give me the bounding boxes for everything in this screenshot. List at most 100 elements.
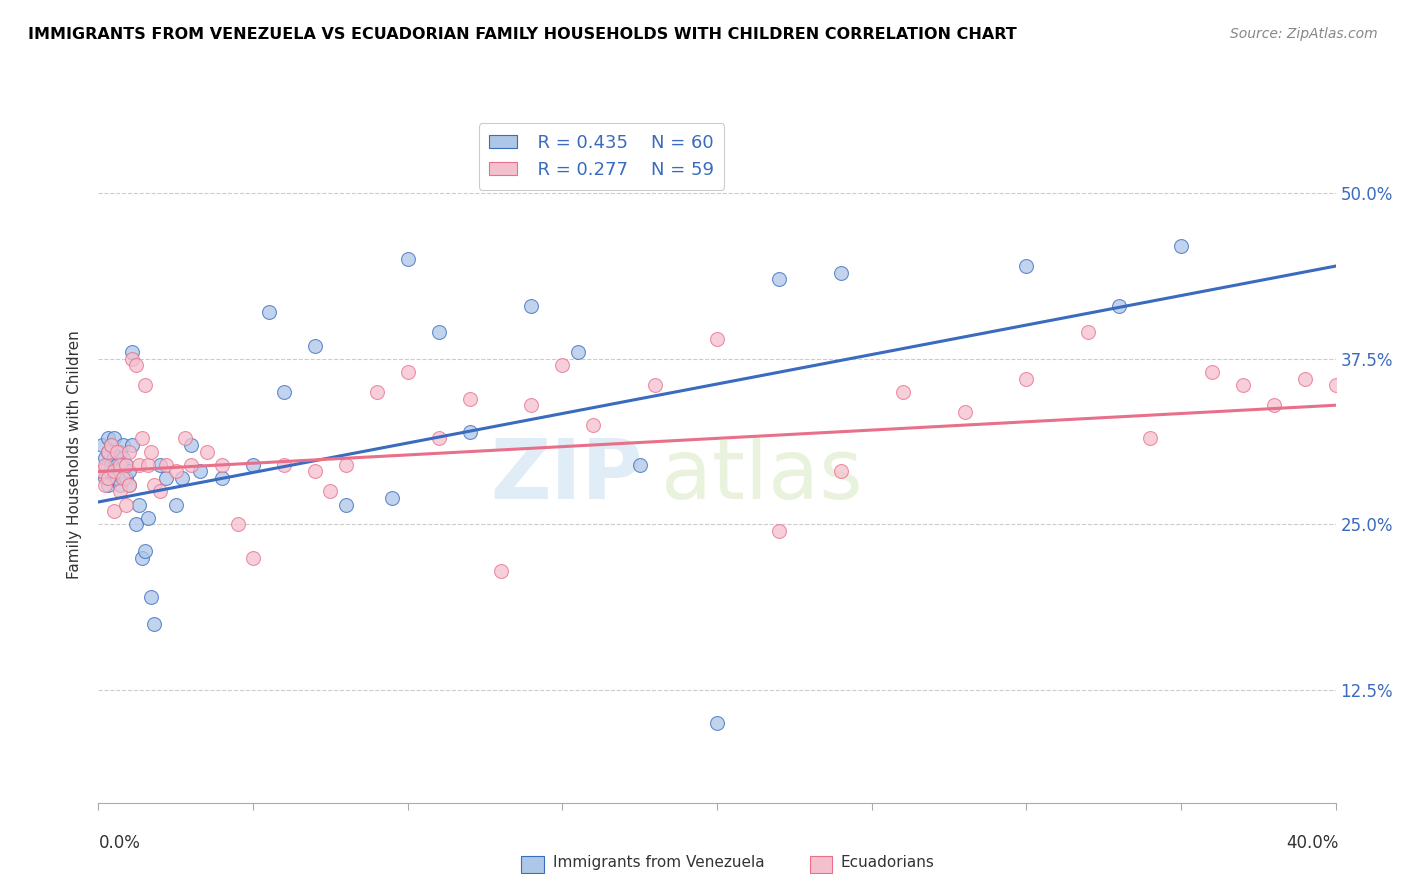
- Point: [427, 431, 450, 445]
- Point: [93, 458, 115, 472]
- Point: [112, 438, 135, 452]
- Point: [180, 458, 202, 472]
- Point: [1201, 365, 1223, 379]
- Legend:   R = 0.435    N = 60,   R = 0.277    N = 59: R = 0.435 N = 60, R = 0.277 N = 59: [478, 123, 724, 190]
- Point: [131, 550, 153, 565]
- Point: [190, 465, 212, 479]
- Point: [242, 458, 264, 472]
- Point: [304, 465, 326, 479]
- Point: [706, 332, 728, 346]
- Point: [396, 365, 419, 379]
- Point: [143, 477, 166, 491]
- Point: [124, 517, 146, 532]
- Point: [427, 326, 450, 340]
- Point: [149, 458, 172, 472]
- Text: atlas: atlas: [661, 435, 863, 516]
- Text: ZIP: ZIP: [491, 435, 643, 516]
- Text: 40.0%: 40.0%: [1286, 834, 1339, 852]
- Point: [335, 458, 357, 472]
- Point: [108, 465, 131, 479]
- Point: [1232, 378, 1254, 392]
- Text: Source: ZipAtlas.com: Source: ZipAtlas.com: [1230, 27, 1378, 41]
- Point: [97, 477, 120, 491]
- Point: [118, 444, 141, 458]
- Point: [226, 517, 249, 532]
- Point: [121, 438, 143, 452]
- Text: Ecuadorians: Ecuadorians: [841, 855, 935, 870]
- Point: [165, 498, 187, 512]
- Point: [155, 471, 177, 485]
- Point: [136, 511, 159, 525]
- Point: [304, 338, 326, 352]
- Point: [100, 465, 122, 479]
- Point: [335, 498, 357, 512]
- Point: [100, 438, 122, 452]
- Point: [103, 471, 125, 485]
- Point: [644, 378, 666, 392]
- Point: [1324, 378, 1347, 392]
- Point: [108, 458, 131, 472]
- Point: [366, 384, 388, 399]
- Point: [149, 484, 172, 499]
- Point: [121, 351, 143, 366]
- Point: [953, 405, 976, 419]
- Point: [115, 471, 138, 485]
- Point: [105, 444, 128, 458]
- Point: [1015, 259, 1038, 273]
- Point: [93, 477, 115, 491]
- Point: [242, 550, 264, 565]
- Point: [112, 471, 135, 485]
- Point: [136, 458, 159, 472]
- Point: [108, 444, 131, 458]
- Point: [124, 359, 146, 373]
- Point: [103, 465, 125, 479]
- Point: [195, 444, 218, 458]
- Point: [768, 272, 790, 286]
- Point: [458, 425, 481, 439]
- Point: [1170, 239, 1192, 253]
- Point: [121, 345, 143, 359]
- Point: [139, 444, 162, 458]
- Point: [1108, 299, 1130, 313]
- Point: [174, 431, 197, 445]
- Point: [134, 544, 156, 558]
- Point: [103, 431, 125, 445]
- Point: [582, 418, 605, 433]
- Point: [97, 458, 120, 472]
- Text: 0.0%: 0.0%: [98, 834, 141, 852]
- Point: [567, 345, 589, 359]
- Point: [97, 444, 120, 458]
- Point: [103, 504, 125, 518]
- Point: [108, 484, 131, 499]
- Point: [211, 471, 233, 485]
- Point: [520, 398, 543, 412]
- Point: [891, 384, 914, 399]
- Point: [118, 477, 141, 491]
- Point: [143, 616, 166, 631]
- Point: [1263, 398, 1285, 412]
- Point: [90, 465, 112, 479]
- Point: [139, 591, 162, 605]
- Point: [90, 438, 112, 452]
- Point: [97, 431, 120, 445]
- Point: [489, 564, 512, 578]
- Point: [93, 451, 115, 466]
- Point: [105, 458, 128, 472]
- Point: [551, 359, 574, 373]
- Y-axis label: Family Households with Children: Family Households with Children: [67, 331, 83, 579]
- Point: [134, 378, 156, 392]
- Point: [165, 465, 187, 479]
- Point: [108, 477, 131, 491]
- Point: [100, 458, 122, 472]
- Point: [257, 305, 280, 319]
- Point: [112, 451, 135, 466]
- Point: [118, 465, 141, 479]
- Point: [97, 444, 120, 458]
- Point: [155, 458, 177, 472]
- Point: [211, 458, 233, 472]
- Point: [112, 458, 135, 472]
- Point: [1294, 372, 1316, 386]
- Point: [458, 392, 481, 406]
- Point: [520, 299, 543, 313]
- Point: [100, 438, 122, 452]
